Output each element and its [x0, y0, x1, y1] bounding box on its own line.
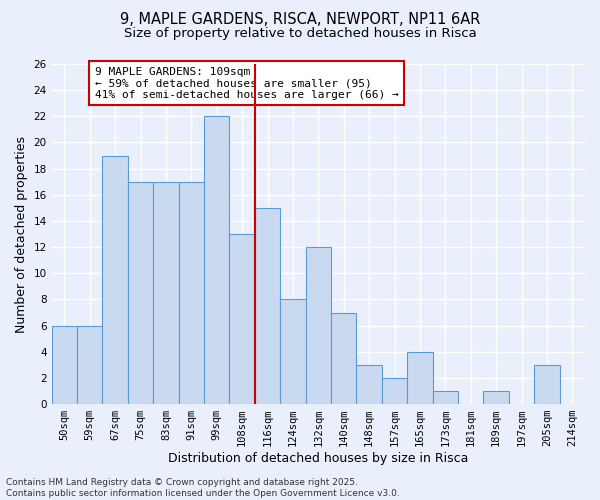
Text: Contains HM Land Registry data © Crown copyright and database right 2025.
Contai: Contains HM Land Registry data © Crown c… — [6, 478, 400, 498]
Y-axis label: Number of detached properties: Number of detached properties — [15, 136, 28, 332]
Bar — [484, 391, 509, 404]
Bar — [255, 208, 280, 404]
Text: 9, MAPLE GARDENS, RISCA, NEWPORT, NP11 6AR: 9, MAPLE GARDENS, RISCA, NEWPORT, NP11 6… — [120, 12, 480, 28]
Bar — [280, 300, 305, 404]
Bar — [433, 391, 458, 404]
Bar — [305, 247, 331, 404]
Bar — [229, 234, 255, 404]
Bar — [382, 378, 407, 404]
Text: Size of property relative to detached houses in Risca: Size of property relative to detached ho… — [124, 28, 476, 40]
Bar — [204, 116, 229, 404]
Bar — [103, 156, 128, 404]
X-axis label: Distribution of detached houses by size in Risca: Distribution of detached houses by size … — [168, 452, 469, 465]
Bar — [179, 182, 204, 404]
Bar — [77, 326, 103, 404]
Bar — [153, 182, 179, 404]
Bar — [128, 182, 153, 404]
Bar — [356, 365, 382, 404]
Bar — [52, 326, 77, 404]
Bar — [534, 365, 560, 404]
Bar — [331, 312, 356, 404]
Bar — [407, 352, 433, 404]
Text: 9 MAPLE GARDENS: 109sqm
← 59% of detached houses are smaller (95)
41% of semi-de: 9 MAPLE GARDENS: 109sqm ← 59% of detache… — [95, 66, 398, 100]
